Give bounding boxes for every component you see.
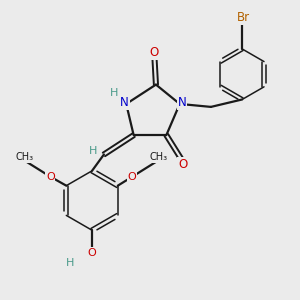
Text: H: H bbox=[66, 258, 74, 268]
Text: O: O bbox=[128, 172, 136, 182]
Text: O: O bbox=[178, 158, 187, 171]
Text: O: O bbox=[46, 172, 55, 182]
Text: N: N bbox=[120, 96, 129, 109]
Text: H: H bbox=[110, 88, 118, 98]
Text: CH₃: CH₃ bbox=[15, 152, 33, 162]
Text: H: H bbox=[89, 146, 98, 157]
Text: N: N bbox=[178, 96, 187, 109]
Text: O: O bbox=[150, 46, 159, 59]
Text: O: O bbox=[88, 248, 96, 257]
Text: Br: Br bbox=[237, 11, 250, 24]
Text: CH₃: CH₃ bbox=[150, 152, 168, 162]
